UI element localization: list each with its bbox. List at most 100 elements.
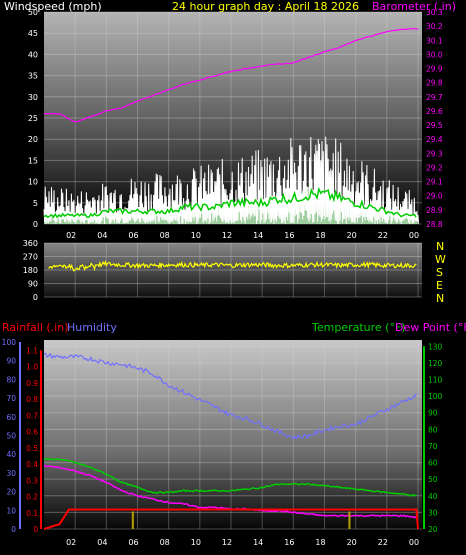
temp-tick-label: 80 bbox=[428, 425, 438, 434]
temp-tick-label: 90 bbox=[428, 409, 438, 418]
compass-s: S bbox=[436, 266, 443, 279]
hour-tick-label: 06 bbox=[128, 231, 138, 240]
temp-panel-bg bbox=[44, 340, 422, 529]
temp-tick-label: 40 bbox=[428, 492, 438, 501]
rain-tick-label: 0.9 bbox=[26, 379, 38, 388]
hour-tick-label-bottom: 16 bbox=[284, 538, 294, 547]
hour-tick-label-bottom: 04 bbox=[97, 538, 107, 547]
compass-e: E bbox=[436, 279, 443, 292]
humidity-tick-label: 100 bbox=[2, 338, 17, 347]
baro-tick-label: 29.7 bbox=[426, 93, 443, 102]
hour-tick-label-bottom: 10 bbox=[191, 538, 201, 547]
hour-tick-label: 10 bbox=[191, 231, 201, 240]
tick-labels: 0 5 10 15 20 25 30 35 40 45 50 28.8 28.9 29.0 29.1 29.2… bbox=[2, 8, 443, 547]
chart-title: 24 hour graph day : April 18 2026 bbox=[172, 0, 359, 13]
rain-axis-label: Rainfall (.in) bbox=[2, 321, 69, 334]
wind-direction-line bbox=[48, 260, 417, 272]
hour-tick-label-bottom: 02 bbox=[66, 538, 76, 547]
wind-tick-label: 25 bbox=[28, 114, 38, 123]
hour-tick-label: 12 bbox=[222, 231, 232, 240]
humidity-tick-label: 50 bbox=[6, 432, 16, 441]
wind-tick-label: 10 bbox=[28, 178, 38, 187]
rain-tick-label: 0.6 bbox=[26, 428, 38, 437]
humidity-tick-label: 60 bbox=[6, 413, 16, 422]
compass-n-top: N bbox=[436, 240, 444, 253]
wind-tick-label: 40 bbox=[28, 50, 38, 59]
hour-tick-label-bottom: 06 bbox=[128, 538, 138, 547]
temp-tick-label: 70 bbox=[428, 442, 438, 451]
baro-tick-label: 30.0 bbox=[426, 50, 443, 59]
humidity-tick-label: 70 bbox=[6, 394, 16, 403]
rain-tick-label: 0.8 bbox=[26, 395, 38, 404]
hour-tick-label: 02 bbox=[66, 231, 76, 240]
chart-marks bbox=[19, 28, 425, 530]
hour-tick-label-bottom: 08 bbox=[160, 538, 170, 547]
wind-tick-label: 45 bbox=[28, 29, 38, 38]
hour-tick-label: 14 bbox=[253, 231, 263, 240]
wind-axis-label: Windspeed (mph) bbox=[4, 0, 102, 13]
temp-axis-label: Temperature (°F) bbox=[311, 321, 406, 334]
hour-tick-label-bottom: 12 bbox=[222, 538, 232, 547]
humidity-tick-label: 0 bbox=[11, 525, 16, 534]
wind-tick-label: 35 bbox=[28, 72, 38, 81]
rain-tick-label: 0.5 bbox=[26, 444, 38, 453]
direction-tick-label: 0 bbox=[33, 293, 38, 302]
wind-tick-label: 30 bbox=[28, 93, 38, 102]
rain-tick-label: 1.0 bbox=[26, 363, 38, 372]
rain-tick-label: 0.3 bbox=[26, 476, 38, 485]
rain-tick-label: 0.2 bbox=[26, 493, 38, 502]
temp-tick-label: 20 bbox=[428, 525, 438, 534]
hour-tick-label: 22 bbox=[378, 231, 388, 240]
baro-tick-label: 29.6 bbox=[426, 107, 443, 116]
hour-tick-label-bottom: 22 bbox=[378, 538, 388, 547]
hour-tick-label-bottom: 18 bbox=[315, 538, 325, 547]
humidity-tick-label: 90 bbox=[6, 357, 16, 366]
hour-tick-label: 00 bbox=[409, 231, 419, 240]
wind-tick-label: 20 bbox=[28, 135, 38, 144]
baro-tick-label: 29.1 bbox=[426, 178, 443, 187]
wind-tick-label: 5 bbox=[33, 199, 38, 208]
wind-panel-bg bbox=[44, 12, 422, 224]
grid-lines bbox=[44, 11, 422, 530]
hour-tick-label-bottom: 14 bbox=[253, 538, 263, 547]
temperature-line bbox=[43, 457, 417, 497]
rain-tick-label: 0.1 bbox=[26, 509, 38, 518]
hour-tick-label-bottom: 00 bbox=[409, 538, 419, 547]
humidity-axis-label: Humidity bbox=[67, 321, 117, 334]
hour-tick-label: 08 bbox=[160, 231, 170, 240]
dew-axis-label: Dew Point (°F) bbox=[395, 321, 466, 334]
direction-tick-label: 90 bbox=[28, 280, 38, 289]
humidity-tick-label: 80 bbox=[6, 375, 16, 384]
baro-tick-label: 29.0 bbox=[426, 192, 443, 201]
direction-tick-label: 270 bbox=[23, 253, 38, 262]
baro-tick-label: 29.3 bbox=[426, 149, 443, 158]
wind-tick-label: 0 bbox=[33, 220, 38, 229]
baro-tick-label: 29.9 bbox=[426, 65, 443, 74]
hour-tick-label: 16 bbox=[284, 231, 294, 240]
humidity-tick-label: 20 bbox=[6, 488, 16, 497]
baro-tick-label: 30.1 bbox=[426, 36, 443, 45]
rain-tick-label: 0.7 bbox=[26, 411, 38, 420]
direction-tick-label: 180 bbox=[23, 266, 38, 275]
hour-tick-label: 18 bbox=[315, 231, 325, 240]
baro-tick-label: 28.9 bbox=[426, 206, 443, 215]
temp-tick-label: 130 bbox=[428, 342, 443, 351]
compass-w: W bbox=[435, 253, 446, 266]
rain-tick-label: 1.1 bbox=[26, 346, 38, 355]
hour-tick-label: 04 bbox=[97, 231, 107, 240]
humidity-tick-label: 30 bbox=[6, 469, 16, 478]
hour-tick-label-bottom: 20 bbox=[347, 538, 357, 547]
wind-tick-label: 15 bbox=[28, 156, 38, 165]
rain-tick-label: 0.4 bbox=[26, 460, 38, 469]
temp-tick-label: 100 bbox=[428, 392, 443, 401]
compass-n-bottom: N bbox=[436, 292, 444, 305]
wind-tick-label: 50 bbox=[28, 8, 38, 17]
baro-tick-label: 30.2 bbox=[426, 22, 443, 31]
temp-tick-label: 60 bbox=[428, 459, 438, 468]
baro-axis-label: Barometer (.in) bbox=[372, 0, 456, 13]
wind-average-line bbox=[43, 186, 417, 219]
temp-tick-label: 110 bbox=[428, 376, 443, 385]
rainfall-line bbox=[43, 508, 419, 530]
baro-tick-label: 28.8 bbox=[426, 220, 443, 229]
